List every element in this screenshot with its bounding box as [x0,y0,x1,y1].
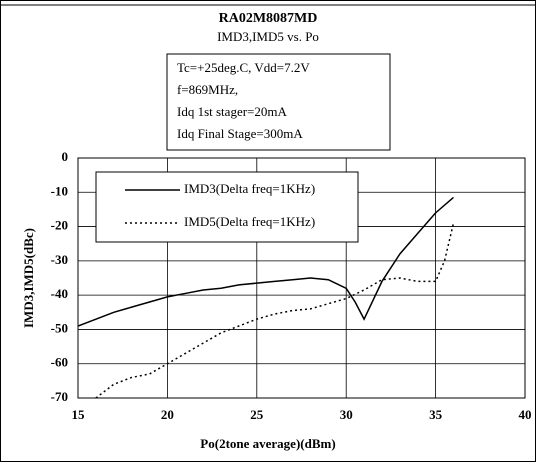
y-axis-label: IMD3,IMD5(dBc) [21,228,36,328]
annotation-line: Tc=+25deg.C, Vdd=7.2V [177,60,310,75]
x-tick-label: 20 [161,407,174,422]
y-tick-label: -50 [51,320,68,335]
legend-box [95,171,359,243]
y-tick-label: -70 [51,389,68,404]
chart-subtitle: IMD3,IMD5 vs. Po [217,29,319,44]
y-tick-label: -20 [51,218,68,233]
series-group [78,196,455,398]
annotation-line: Idq 1st stager=20mA [177,104,287,119]
annotation-line: Idq Final Stage=300mA [177,126,303,141]
annotation-box [166,53,391,151]
legend-label: IMD5(Delta freq=1KHz) [184,214,315,229]
y-tick-label: -10 [51,183,68,198]
x-tick-label: 35 [429,407,443,422]
y-tick-label: -60 [51,355,68,370]
x-axis-label: Po(2tone average)(dBm) [200,436,335,451]
line-series [95,222,455,398]
legend-label: IMD3(Delta freq=1KHz) [184,181,315,196]
line-series [78,196,454,327]
x-tick-label: 15 [72,407,86,422]
x-tick-label: 30 [340,407,353,422]
annotation-line: f=869MHz, [177,82,238,97]
x-tick-label: 25 [250,407,264,422]
x-tick-label: 40 [519,407,532,422]
y-tick-label: -30 [51,252,68,267]
chart-title: RA02M8087MD [219,11,318,26]
y-tick-label: 0 [62,149,69,164]
y-tick-label: -40 [51,286,68,301]
